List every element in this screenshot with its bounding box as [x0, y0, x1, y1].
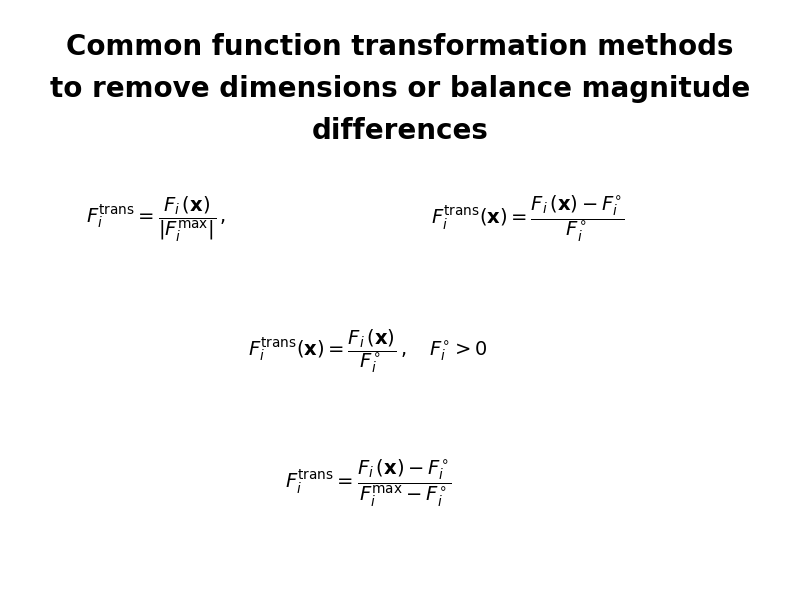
Text: $F_i^{\rm trans} = \dfrac{F_i\,(\mathbf{x})}{|F_i^{\rm max}|}\,,$: $F_i^{\rm trans} = \dfrac{F_i\,(\mathbf{… [86, 194, 226, 244]
Text: differences: differences [311, 117, 489, 145]
Text: $F_i^{\rm trans}(\mathbf{x}) = \dfrac{F_i\,(\mathbf{x})}{F_i^{\circ}}\,,\quad F_: $F_i^{\rm trans}(\mathbf{x}) = \dfrac{F_… [248, 327, 488, 375]
Text: $F_i^{\rm trans}(\mathbf{x}) = \dfrac{F_i\,(\mathbf{x}) - F_i^{\circ}}{F_i^{\cir: $F_i^{\rm trans}(\mathbf{x}) = \dfrac{F_… [431, 194, 625, 244]
Text: $F_i^{\rm trans} = \dfrac{F_i\,(\mathbf{x}) - F_i^{\circ}}{F_i^{\rm max} - F_i^{: $F_i^{\rm trans} = \dfrac{F_i\,(\mathbf{… [285, 457, 451, 509]
Text: to remove dimensions or balance magnitude: to remove dimensions or balance magnitud… [50, 75, 750, 103]
Text: Common function transformation methods: Common function transformation methods [66, 33, 734, 61]
